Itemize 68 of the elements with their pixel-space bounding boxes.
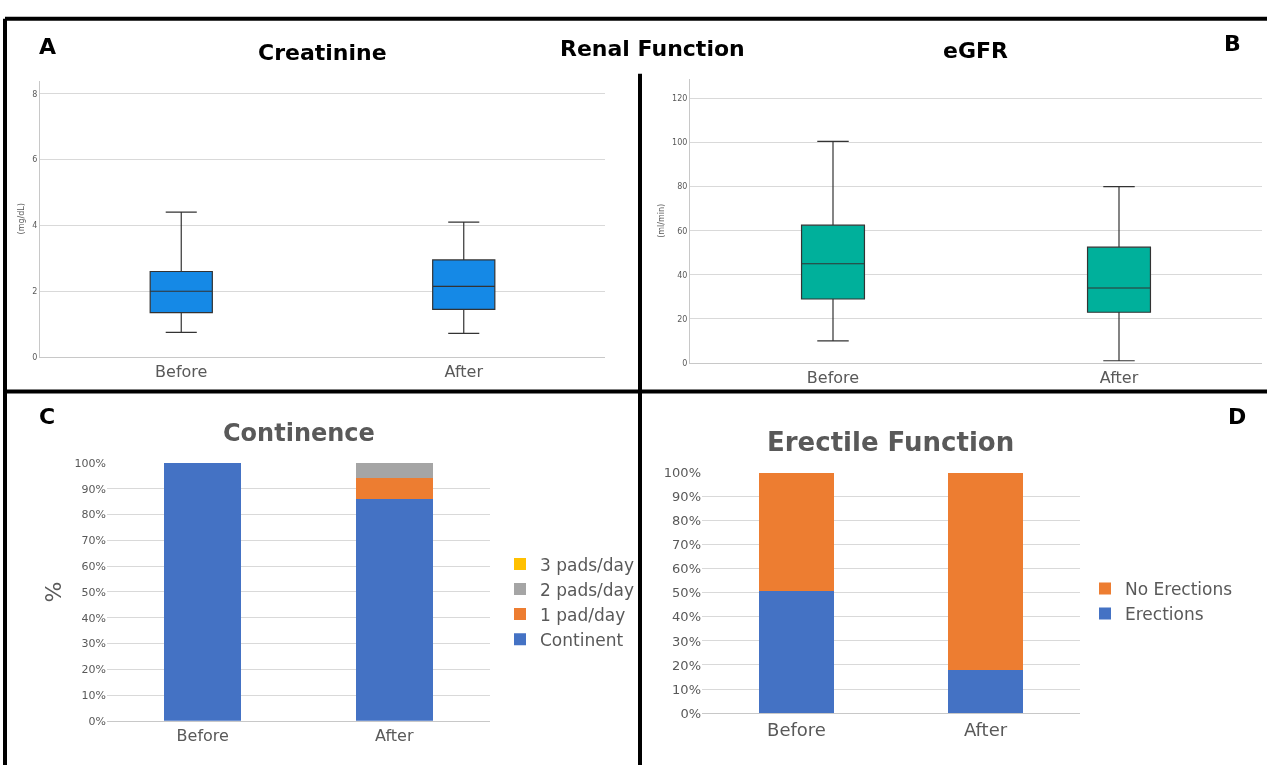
y-tick-label: 2 <box>32 287 38 297</box>
y-tick-label: 40% <box>81 611 106 625</box>
x-tick-label: Before <box>806 368 860 388</box>
y-tick-label: 80% <box>81 508 106 522</box>
y-tick-label: 80% <box>672 513 701 529</box>
bar <box>947 669 1024 714</box>
y-axis-title: (ml/min) <box>656 203 666 238</box>
text: C <box>39 404 56 429</box>
y-tick-label: 70% <box>672 537 701 553</box>
text: Renal Function <box>560 36 745 61</box>
chart-title: Continence <box>223 419 375 447</box>
y-tick-label: 60% <box>672 561 701 577</box>
bar <box>355 478 433 500</box>
x-tick-label: After <box>963 718 1008 740</box>
y-tick-label: 100% <box>74 456 106 470</box>
bar <box>164 462 242 721</box>
y-tick-label: 100 <box>672 138 688 148</box>
x-tick-label: After <box>375 726 414 746</box>
y-tick-label: 30% <box>81 637 106 651</box>
y-tick-label: 60 <box>677 226 688 236</box>
chart-title: eGFR <box>943 38 1009 63</box>
y-tick-label: 90% <box>81 482 106 496</box>
legend-label: Continent <box>540 629 624 650</box>
y-tick-label: 20% <box>672 657 701 673</box>
y-tick-label: 4 <box>32 221 38 231</box>
y-tick-label: 30% <box>672 633 701 649</box>
bar <box>758 590 835 714</box>
y-tick-label: 60% <box>81 559 106 573</box>
y-tick-label: 0 <box>32 352 38 362</box>
text: A <box>39 34 57 59</box>
y-tick-label: 40 <box>677 270 688 280</box>
y-tick-label: 120 <box>672 94 688 104</box>
chart-title: Erectile Function <box>767 427 1015 457</box>
x-tick-label: Before <box>176 726 229 746</box>
y-tick-label: 100% <box>663 465 701 481</box>
bar <box>355 462 433 479</box>
y-tick-label: 0 <box>682 358 688 368</box>
legend-label: 3 pads/day <box>540 554 635 575</box>
y-tick-label: 40% <box>672 609 701 625</box>
y-tick-label: 20% <box>81 663 106 677</box>
y-tick-label: 0% <box>88 714 106 728</box>
y-tick-label: 6 <box>32 155 38 165</box>
y-axis-title: (mg/dL) <box>17 203 27 235</box>
bar <box>947 472 1024 670</box>
x-tick-label: After <box>1099 368 1139 388</box>
legend-label: 1 pad/day <box>540 604 626 625</box>
text: D <box>1228 404 1247 429</box>
y-tick-label: 0% <box>680 705 701 721</box>
y-tick-label: 20 <box>677 314 688 324</box>
legend-label: No Erections <box>1125 579 1233 600</box>
legend-label: Erections <box>1125 604 1204 625</box>
bar <box>758 472 835 591</box>
y-tick-label: 50% <box>672 585 701 601</box>
y-tick-label: 80 <box>677 182 688 192</box>
x-tick-label: After <box>444 362 484 382</box>
y-tick-label: 10% <box>81 688 106 702</box>
y-tick-label: 8 <box>32 89 38 99</box>
y-tick-label: 90% <box>672 489 701 505</box>
y-axis-title: % <box>41 581 67 603</box>
y-tick-label: 10% <box>672 681 701 697</box>
chart-title: Creatinine <box>258 40 387 65</box>
bar <box>355 499 433 721</box>
y-tick-label: 70% <box>81 534 106 548</box>
x-tick-label: Before <box>155 362 208 382</box>
x-tick-label: Before <box>767 718 826 740</box>
y-tick-label: 50% <box>81 585 106 599</box>
text: B <box>1224 31 1241 56</box>
legend-label: 2 pads/day <box>540 579 635 600</box>
